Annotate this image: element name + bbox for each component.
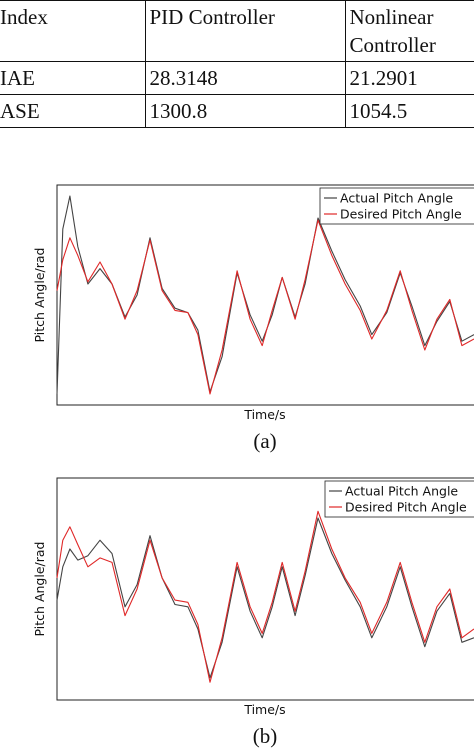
caption: (a): [253, 429, 276, 453]
legend-box: [319, 187, 474, 225]
header-cell: Index: [0, 0, 146, 62]
series-line: [56, 517, 474, 679]
x-axis-label: Time/s: [243, 407, 285, 422]
cell: 21.2901: [344, 61, 474, 95]
cell: 1300.8: [144, 94, 346, 128]
cell: ASE: [0, 94, 146, 128]
cell: IAE: [0, 61, 146, 95]
series-line: [56, 219, 474, 395]
cell: 1054.5: [344, 94, 474, 128]
legend-label: Actual Pitch Angle: [340, 191, 453, 206]
legend-box: [324, 480, 474, 518]
header-row: Index PID Controller Nonlinear Controlle…: [0, 0, 474, 62]
header-cell: PID Controller: [144, 0, 346, 62]
legend-label: Desired Pitch Angle: [340, 207, 462, 222]
row: IAE 28.3148 21.2901: [0, 61, 474, 95]
header-cell: Nonlinear Controller: [344, 0, 474, 62]
row: ASE 1300.8 1054.5: [0, 94, 474, 128]
caption: (b): [253, 724, 278, 748]
legend-label: Actual Pitch Angle: [345, 484, 458, 499]
y-axis-label: Pitch Angle/rad: [32, 542, 47, 637]
results-table: Index PID Controller Nonlinear Controlle…: [0, 0, 474, 128]
cell: 28.3148: [144, 61, 346, 95]
y-axis-label: Pitch Angle/rad: [32, 248, 47, 343]
table-wrap: Index PID Controller Nonlinear Controlle…: [0, 0, 474, 128]
series-line: [56, 510, 474, 683]
legend-label: Desired Pitch Angle: [345, 500, 467, 515]
x-axis-label: Time/s: [243, 702, 285, 717]
